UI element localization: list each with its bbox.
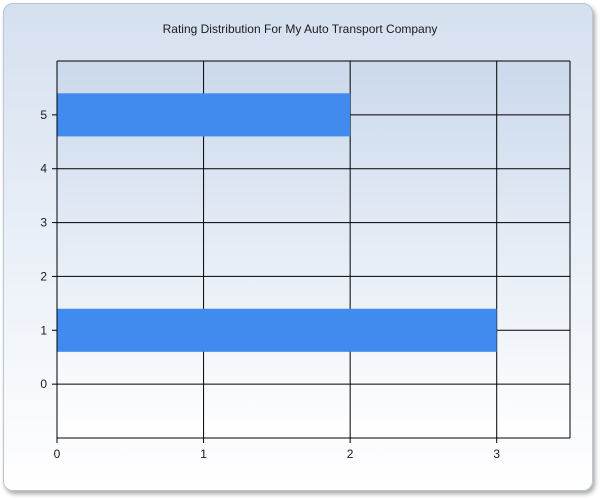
bar-rating-1 bbox=[57, 308, 497, 352]
x-tick-label: 3 bbox=[493, 447, 500, 461]
chart-title: Rating Distribution For My Auto Transpor… bbox=[162, 22, 438, 36]
y-tick-label: 0 bbox=[40, 377, 47, 391]
bar-layer bbox=[57, 93, 497, 352]
y-tick-label: 1 bbox=[40, 323, 47, 337]
axis-layer bbox=[56, 60, 571, 439]
tick-layer: 0 1 2 3 0 1 2 3 4 5 bbox=[40, 108, 500, 461]
x-tick-label: 1 bbox=[200, 447, 207, 461]
x-tick-label: 0 bbox=[54, 447, 61, 461]
x-tick-label: 2 bbox=[347, 447, 354, 461]
y-tick-label: 3 bbox=[40, 216, 47, 230]
y-tick-label: 2 bbox=[40, 269, 47, 283]
y-tick-label: 4 bbox=[40, 162, 47, 176]
bar-rating-5 bbox=[57, 93, 351, 137]
y-tick-label: 5 bbox=[40, 108, 47, 122]
